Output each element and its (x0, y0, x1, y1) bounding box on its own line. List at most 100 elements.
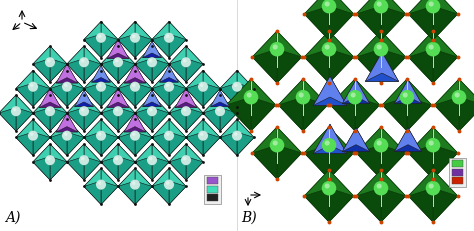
Polygon shape (143, 90, 161, 107)
Polygon shape (203, 119, 220, 137)
Circle shape (113, 106, 123, 116)
Polygon shape (203, 119, 220, 143)
Polygon shape (169, 137, 186, 155)
Bar (452, 177, 463, 184)
Circle shape (28, 82, 38, 92)
Polygon shape (356, 14, 381, 40)
Polygon shape (101, 34, 118, 58)
Polygon shape (84, 157, 101, 180)
Polygon shape (383, 79, 407, 113)
Circle shape (402, 92, 408, 97)
Polygon shape (356, 188, 381, 222)
Polygon shape (252, 31, 277, 57)
Polygon shape (84, 40, 101, 58)
Polygon shape (33, 119, 50, 137)
Circle shape (428, 1, 434, 6)
Polygon shape (152, 144, 169, 167)
Polygon shape (118, 108, 135, 131)
Polygon shape (186, 64, 203, 82)
Polygon shape (143, 53, 161, 58)
Circle shape (428, 140, 434, 146)
Circle shape (81, 157, 84, 160)
Polygon shape (84, 95, 101, 113)
Polygon shape (135, 137, 152, 155)
Polygon shape (135, 186, 152, 204)
Polygon shape (74, 90, 84, 107)
Polygon shape (135, 181, 152, 204)
Polygon shape (152, 119, 169, 143)
Circle shape (246, 92, 252, 97)
Polygon shape (152, 46, 169, 70)
Polygon shape (91, 66, 101, 82)
Polygon shape (434, 97, 459, 131)
Polygon shape (101, 46, 118, 64)
Polygon shape (135, 70, 152, 94)
Polygon shape (226, 79, 251, 113)
Polygon shape (135, 162, 152, 180)
Polygon shape (203, 137, 220, 155)
Bar (0, 0, 237, 231)
Polygon shape (433, 0, 458, 14)
Polygon shape (433, 145, 458, 179)
Polygon shape (356, 145, 381, 179)
Polygon shape (107, 53, 129, 58)
Polygon shape (303, 105, 328, 131)
Polygon shape (118, 119, 135, 137)
Polygon shape (304, 127, 329, 153)
Polygon shape (252, 127, 277, 153)
Polygon shape (91, 77, 110, 82)
Polygon shape (356, 49, 381, 83)
Polygon shape (67, 64, 84, 82)
Polygon shape (355, 97, 380, 131)
Polygon shape (329, 127, 354, 161)
Polygon shape (381, 127, 406, 153)
Polygon shape (0, 108, 16, 131)
Polygon shape (459, 105, 474, 131)
Polygon shape (203, 95, 220, 119)
Polygon shape (56, 113, 67, 132)
Polygon shape (84, 64, 101, 82)
Polygon shape (329, 57, 354, 83)
Polygon shape (408, 31, 433, 57)
Polygon shape (67, 46, 84, 70)
Polygon shape (220, 108, 237, 131)
Polygon shape (118, 21, 135, 40)
Polygon shape (169, 132, 186, 155)
Polygon shape (381, 188, 406, 222)
Polygon shape (313, 76, 330, 105)
Polygon shape (135, 59, 152, 82)
Circle shape (322, 0, 336, 13)
Polygon shape (329, 196, 354, 222)
Polygon shape (169, 66, 178, 82)
Polygon shape (152, 95, 169, 113)
Polygon shape (101, 168, 118, 186)
Polygon shape (84, 34, 101, 58)
Polygon shape (313, 124, 346, 153)
Polygon shape (381, 14, 406, 40)
Polygon shape (84, 144, 101, 167)
Polygon shape (33, 95, 50, 113)
Polygon shape (186, 144, 203, 162)
Circle shape (98, 83, 101, 87)
Polygon shape (84, 21, 101, 45)
Polygon shape (50, 64, 67, 82)
Polygon shape (118, 83, 135, 106)
Polygon shape (169, 40, 186, 58)
Polygon shape (408, 127, 433, 153)
Polygon shape (84, 21, 101, 40)
Polygon shape (33, 64, 50, 82)
Polygon shape (39, 89, 50, 107)
Circle shape (322, 181, 336, 195)
Polygon shape (152, 41, 161, 58)
Polygon shape (135, 144, 152, 162)
Polygon shape (433, 49, 458, 83)
Polygon shape (237, 119, 254, 143)
Polygon shape (356, 170, 381, 204)
Polygon shape (313, 124, 330, 153)
Polygon shape (135, 88, 152, 106)
Polygon shape (33, 137, 50, 155)
Circle shape (132, 34, 136, 38)
Polygon shape (210, 102, 229, 107)
Polygon shape (433, 188, 458, 222)
Circle shape (377, 183, 382, 188)
